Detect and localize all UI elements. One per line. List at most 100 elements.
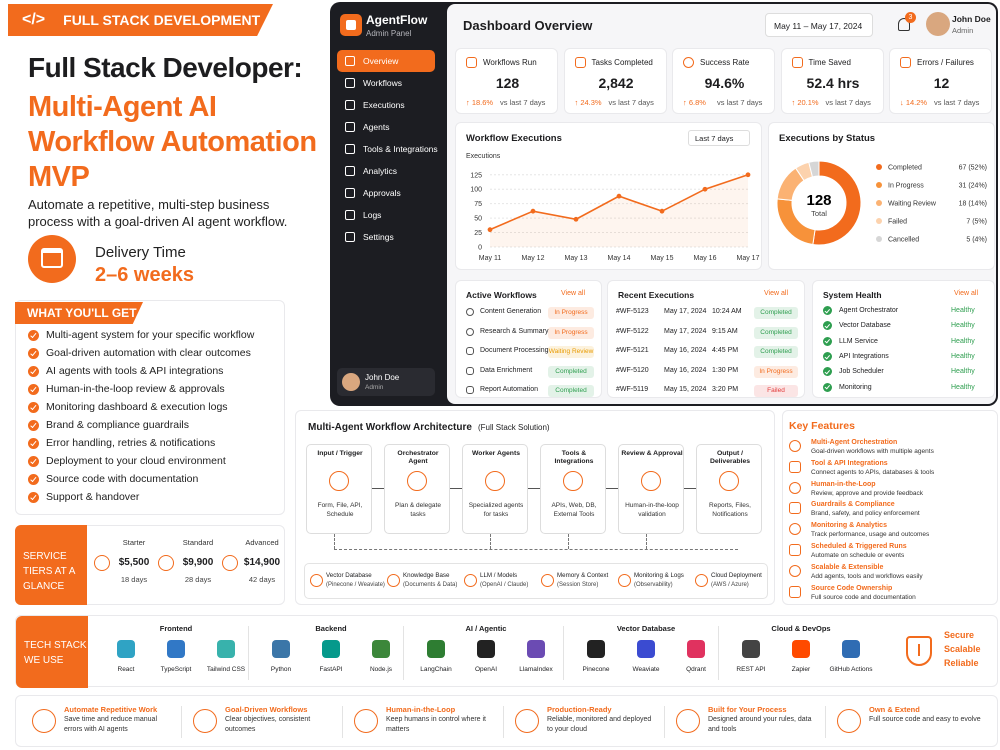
connector-drop <box>334 534 335 549</box>
nav-item[interactable]: Approvals <box>337 182 435 204</box>
logo-glyph <box>346 20 356 30</box>
feature-desc: Track performance, usage and outcomes <box>811 531 930 539</box>
benefit-icon <box>354 709 378 733</box>
group-divider <box>403 626 404 680</box>
sidebar-user[interactable]: John Doe Admin <box>337 368 435 396</box>
nav-item[interactable]: Workflows <box>337 72 435 94</box>
services-strip: Vector Database (Pinecone / Weaviate) Know… <box>304 563 768 599</box>
active-workflows-card: Active Workflows View all Content Generati… <box>455 280 602 398</box>
kpi-value: 128 <box>495 75 520 91</box>
view-all-link[interactable]: View all <box>764 290 788 297</box>
nav-icon <box>345 122 355 132</box>
get-item: Brand & compliance guardrails <box>46 419 189 431</box>
period-select[interactable]: Last 7 days <box>688 130 750 146</box>
nav-item[interactable]: Overview <box>337 50 435 72</box>
execution-date: May 16, 2024 <box>664 347 707 354</box>
tech-name: Zapier <box>791 666 811 673</box>
hero-title: Full Stack Developer: <box>28 52 303 83</box>
shield-mark <box>918 644 920 656</box>
get-item: AI agents with tools & API integrations <box>46 365 224 377</box>
tech-name: Qdrant <box>686 666 706 673</box>
recent-executions-card: Recent Executions View all #WF-5123 May 17,… <box>607 280 805 398</box>
flow-arrow <box>372 488 384 489</box>
point <box>530 208 536 214</box>
y-tick-label: 0 <box>478 245 482 252</box>
view-all-link[interactable]: View all <box>954 290 978 297</box>
legend-label: Cancelled <box>888 237 919 244</box>
tech-group-name: Frontend <box>159 624 193 633</box>
legend-label: Failed <box>888 219 907 226</box>
feature-desc: Connect agents to APIs, databases & tool… <box>811 468 935 476</box>
benefit-icon <box>837 709 861 733</box>
date-range[interactable]: May 11 – May 17, 2024 <box>765 13 873 37</box>
service-title: Cloud Deployment <box>711 572 762 579</box>
execution-date: May 16, 2024 <box>664 366 707 374</box>
nav-item[interactable]: Tools & Integrations <box>337 138 438 160</box>
execution-id: #WF-5123 <box>616 308 649 315</box>
tier-name: Standard <box>182 538 214 547</box>
nav-item[interactable]: Settings <box>337 226 435 248</box>
nav-label: Approvals <box>363 188 401 198</box>
stage-title: Tools & Integrations <box>554 450 594 465</box>
view-all-link[interactable]: View all <box>561 290 585 297</box>
check-mark <box>824 353 830 359</box>
service-icon <box>695 574 708 587</box>
benefit-desc: Designed around your rules, data and too… <box>708 716 812 733</box>
service-status: Healthy <box>951 352 975 360</box>
tech-name: Weaviate <box>632 666 660 673</box>
point <box>702 186 708 192</box>
x-tick-label: May 16 <box>694 255 717 262</box>
tech-logo <box>272 640 290 658</box>
point <box>616 193 622 199</box>
bell-icon[interactable] <box>898 18 910 31</box>
kpi-change: ↓ 14.2% <box>900 98 928 107</box>
kpi-change: ↑ 18.6% <box>466 98 494 107</box>
check-icon <box>823 367 832 377</box>
check-icon <box>823 351 832 361</box>
tech-logo <box>477 640 495 658</box>
kpi-card: Success Rate 94.6% ↑ 6.8% vs last 7 days <box>672 48 775 114</box>
system-health-card: System Health View all Agent Orchestrator H… <box>812 280 995 398</box>
stage-title: Review & Approval <box>621 450 683 457</box>
check-mark <box>824 368 830 374</box>
x-tick-label: May 14 <box>608 255 631 262</box>
nav-item[interactable]: Executions <box>337 94 435 116</box>
legend-dot <box>876 164 882 170</box>
legend-dot <box>876 200 882 206</box>
nav-item[interactable]: Analytics <box>337 160 435 182</box>
service-title: Vector Database <box>326 572 372 579</box>
tech-group-name: AI / Agentic <box>465 624 507 633</box>
icon <box>466 347 474 355</box>
point <box>573 216 579 222</box>
kpi-title: Success Rate <box>700 58 750 67</box>
check-icon <box>28 348 39 359</box>
execution-time: 9:15 AM <box>712 327 738 335</box>
quality: Secure <box>944 630 975 640</box>
benefit-icon <box>515 709 539 733</box>
kpi-compare: vs last 7 days <box>934 98 980 107</box>
tech-logo <box>792 640 810 658</box>
architecture-title: Multi-Agent Workflow Architecture <box>308 422 472 433</box>
stage-box: Input / Trigger Form, File, API, Schedule <box>306 444 372 534</box>
service-icon <box>387 574 400 587</box>
check-mark <box>30 457 37 464</box>
stage-icon <box>407 471 427 491</box>
nav-item[interactable]: Logs <box>337 204 435 226</box>
feature-title: Scalable & Extensible <box>811 563 884 571</box>
tier-price: $9,900 <box>182 557 214 568</box>
user-role: Admin <box>365 384 384 391</box>
stage-icon <box>563 471 583 491</box>
kpi-compare: vs last 7 days <box>608 98 654 107</box>
nav-item[interactable]: Agents <box>337 116 435 138</box>
nav-label: Analytics <box>363 166 398 176</box>
service-desc: (Session Store) <box>557 582 599 588</box>
feature-desc: Full source code and documentation <box>811 593 916 601</box>
tech-name: TypeScript <box>160 666 192 673</box>
get-box <box>15 300 285 515</box>
check-icon <box>28 402 39 413</box>
delivery-icon <box>28 235 76 283</box>
group-divider <box>248 626 249 680</box>
icon <box>466 57 477 68</box>
